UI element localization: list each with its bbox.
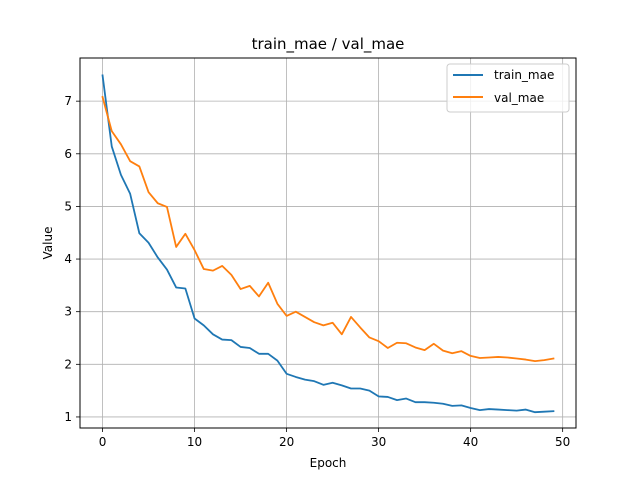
plot-frame [79, 57, 577, 429]
y-tick-label: 7 [64, 94, 72, 108]
series-lines [101, 74, 555, 414]
x-axis-ticks: 0 10 20 30 40 50 [99, 428, 570, 449]
x-tick-label: 10 [187, 435, 202, 449]
legend: train_mae val_mae [446, 63, 570, 113]
series-line-val-mae [101, 95, 555, 363]
x-tick-label: 40 [463, 435, 478, 449]
y-tick-label: 1 [64, 410, 72, 424]
grid [80, 58, 576, 428]
x-tick-label: 30 [371, 435, 386, 449]
x-tick-label: 50 [555, 435, 570, 449]
y-tick-label: 6 [64, 147, 72, 161]
y-tick-label: 5 [64, 199, 72, 213]
x-tick-label: 20 [279, 435, 294, 449]
y-tick-label: 4 [64, 252, 72, 266]
legend-label-train-mae: train_mae [494, 68, 554, 82]
x-axis-label: Epoch [310, 456, 347, 470]
legend-label-val-mae: val_mae [494, 91, 544, 105]
x-tick-label: 0 [99, 435, 107, 449]
y-tick-label: 2 [64, 357, 72, 371]
series-line-train-mae [101, 74, 555, 414]
y-tick-label: 3 [64, 305, 72, 319]
chart-title: train_mae / val_mae [252, 35, 405, 54]
y-axis-ticks: 1 2 3 4 5 6 7 [64, 94, 80, 424]
y-axis-label: Value [41, 227, 55, 260]
